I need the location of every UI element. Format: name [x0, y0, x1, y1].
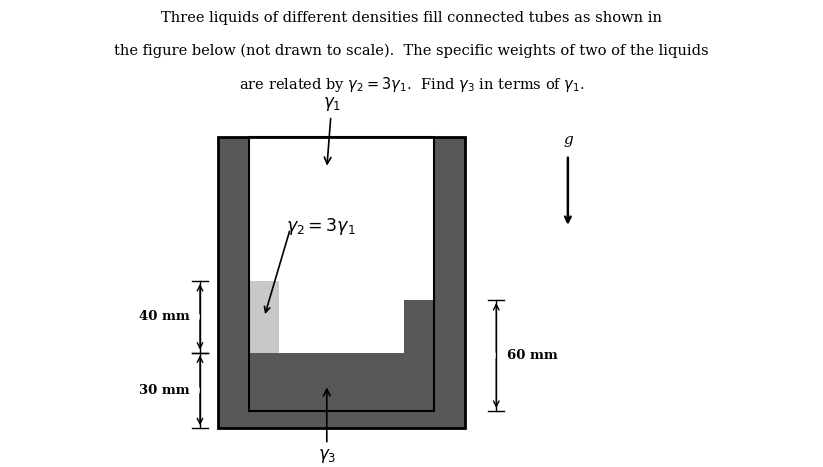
Text: $\gamma_3$: $\gamma_3$: [318, 389, 336, 465]
Bar: [404, 300, 434, 353]
Bar: [249, 281, 279, 353]
Text: g: g: [563, 133, 573, 147]
Text: $\gamma_1$: $\gamma_1$: [323, 95, 341, 164]
Bar: [249, 137, 434, 411]
Bar: [218, 137, 465, 428]
Text: 40 mm: 40 mm: [138, 311, 189, 323]
Bar: [249, 353, 434, 411]
Bar: [249, 137, 434, 411]
Text: the figure below (not drawn to scale).  The specific weights of two of the liqui: the figure below (not drawn to scale). T…: [114, 43, 709, 57]
Text: are related by $\gamma_2 = 3\gamma_1$.  Find $\gamma_3$ in terms of $\gamma_1$.: are related by $\gamma_2 = 3\gamma_1$. F…: [239, 75, 584, 94]
Text: 30 mm: 30 mm: [138, 384, 189, 397]
Text: 60 mm: 60 mm: [507, 349, 558, 362]
Bar: [218, 137, 465, 428]
Text: Three liquids of different densities fill connected tubes as shown in: Three liquids of different densities fil…: [161, 11, 662, 25]
Text: $\gamma_2 = 3\gamma_1$: $\gamma_2 = 3\gamma_1$: [286, 216, 356, 237]
